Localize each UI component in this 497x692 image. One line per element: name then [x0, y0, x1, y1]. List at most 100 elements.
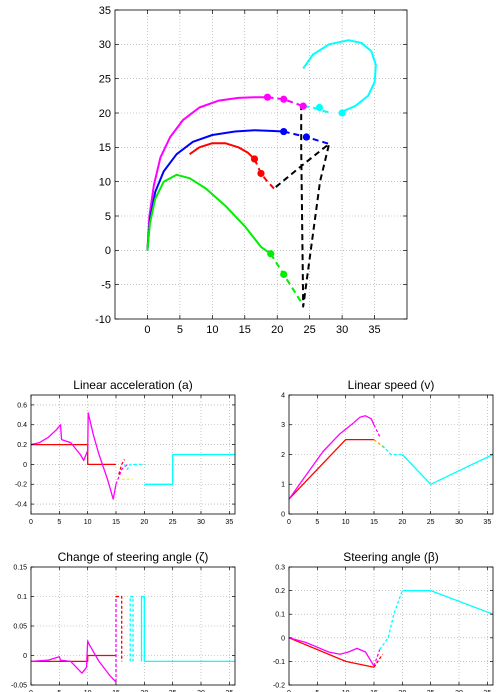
x-tick-label: 0 — [29, 690, 33, 692]
series-line-5 — [402, 589, 493, 615]
x-tick-label: 30 — [455, 690, 463, 692]
series-line-8 — [302, 39, 377, 114]
y-tick-label: 35 — [99, 5, 111, 17]
y-tick-label: 5 — [105, 211, 111, 223]
x-tick-label: 5 — [177, 324, 183, 336]
y-tick-label: 0.15 — [13, 564, 27, 571]
data-point — [263, 93, 272, 101]
x-tick-label: 15 — [112, 519, 120, 526]
x-tick-label: 15 — [370, 519, 378, 526]
series-line-5 — [253, 158, 275, 190]
x-tick-label: 15 — [370, 690, 378, 692]
y-tick-label: 0 — [23, 653, 27, 660]
plot-area — [31, 412, 235, 500]
chart-title: Steering angle (β) — [343, 550, 439, 564]
chart-4: 0 5 10 15 20 25 30 35 -0.2 -0.1 0 0.1 0.2 0.3 Steering… — [273, 550, 494, 692]
data-point — [280, 127, 288, 136]
plot-area — [289, 589, 493, 668]
chart-1: 0 5 10 15 20 25 30 35 -0.4 -0.2 0 0.2 0.4 0.6 Linear a… — [15, 378, 236, 526]
x-tick-label: 0 — [144, 324, 150, 336]
series-line-1 — [289, 415, 375, 500]
y-tick-label: 0.1 — [17, 594, 27, 601]
y-tick-label: 0.4 — [17, 422, 27, 429]
series-line-2 — [373, 649, 381, 667]
axes-box — [114, 9, 408, 320]
series-line-0 — [146, 96, 268, 251]
x-tick-label: 20 — [140, 519, 148, 526]
y-tick-label: 0.1 — [275, 612, 285, 619]
y-tick-label: 3 — [281, 422, 285, 429]
series-line-2 — [373, 424, 381, 437]
data-point — [315, 103, 323, 112]
x-tick-label: 30 — [197, 690, 205, 692]
x-tick-label: 0 — [29, 519, 33, 526]
data-point — [280, 270, 288, 278]
chart-title: Linear speed (v) — [348, 378, 435, 392]
series-line-10 — [273, 105, 331, 308]
axes-box — [30, 394, 236, 515]
data-point — [257, 169, 265, 178]
x-tick-label: 30 — [336, 324, 348, 336]
y-tick-label: 2 — [281, 452, 285, 459]
y-tick-label: 0 — [105, 245, 111, 257]
data-point — [280, 95, 288, 103]
series-line-2 — [146, 129, 284, 251]
y-tick-label: 0.3 — [275, 564, 285, 571]
series-line-3 — [118, 459, 126, 475]
x-tick-label: 15 — [112, 690, 120, 692]
chart-title: Change of steering angle (ζ) — [58, 550, 209, 564]
data-point — [302, 133, 311, 141]
y-tick-label: 0.2 — [275, 588, 285, 595]
series-line-5 — [140, 595, 235, 663]
x-tick-label: 35 — [225, 519, 233, 526]
y-tick-label: 20 — [99, 108, 111, 120]
plot-area — [146, 39, 377, 308]
x-tick-label: 5 — [315, 519, 319, 526]
x-tick-label: 20 — [140, 690, 148, 692]
x-tick-label: 20 — [398, 690, 406, 692]
y-tick-label: 15 — [99, 142, 111, 154]
y-tick-label: 0 — [281, 511, 285, 518]
x-tick-label: 5 — [57, 519, 61, 526]
plot-area — [289, 415, 493, 500]
y-tick-label: -0.1 — [273, 659, 285, 666]
data-point — [267, 250, 275, 258]
x-tick-label: 30 — [197, 519, 205, 526]
series-line-0 — [289, 637, 375, 668]
y-tick-label: 0.05 — [13, 623, 27, 630]
series-line-6 — [146, 173, 272, 255]
data-point — [250, 155, 259, 163]
x-tick-label: 0 — [287, 690, 291, 692]
y-tick-label: -5 — [101, 280, 111, 292]
y-tick-label: 0.6 — [17, 402, 27, 409]
series-line-5 — [401, 453, 493, 485]
series-line-2 — [115, 463, 128, 485]
x-tick-label: 10 — [342, 690, 350, 692]
y-tick-label: -10 — [95, 314, 111, 326]
y-tick-label: 0 — [281, 635, 285, 642]
series-line-7 — [269, 253, 305, 306]
x-tick-label: 10 — [342, 519, 350, 526]
data-point — [338, 109, 346, 117]
x-tick-label: 10 — [206, 324, 218, 336]
series-line-0 — [31, 654, 116, 663]
y-tick-label: -0.4 — [15, 502, 27, 509]
series-line-0 — [31, 443, 116, 466]
x-tick-label: 25 — [304, 324, 316, 336]
plot-area — [31, 595, 235, 683]
x-tick-label: 15 — [239, 324, 251, 336]
series-line-1 — [267, 96, 304, 108]
x-tick-label: 35 — [368, 324, 380, 336]
y-tick-label: -0.2 — [273, 682, 285, 689]
series-line-1 — [31, 412, 117, 500]
y-tick-label: 0.2 — [17, 442, 27, 449]
series-line-4 — [189, 142, 256, 160]
chart-title: Linear acceleration (a) — [73, 378, 192, 392]
x-tick-label: 20 — [271, 324, 283, 336]
x-tick-label: 20 — [398, 519, 406, 526]
data-point — [299, 102, 307, 110]
series-line-0 — [289, 438, 374, 500]
series-line-4 — [382, 445, 403, 456]
x-tick-label: 25 — [169, 519, 177, 526]
